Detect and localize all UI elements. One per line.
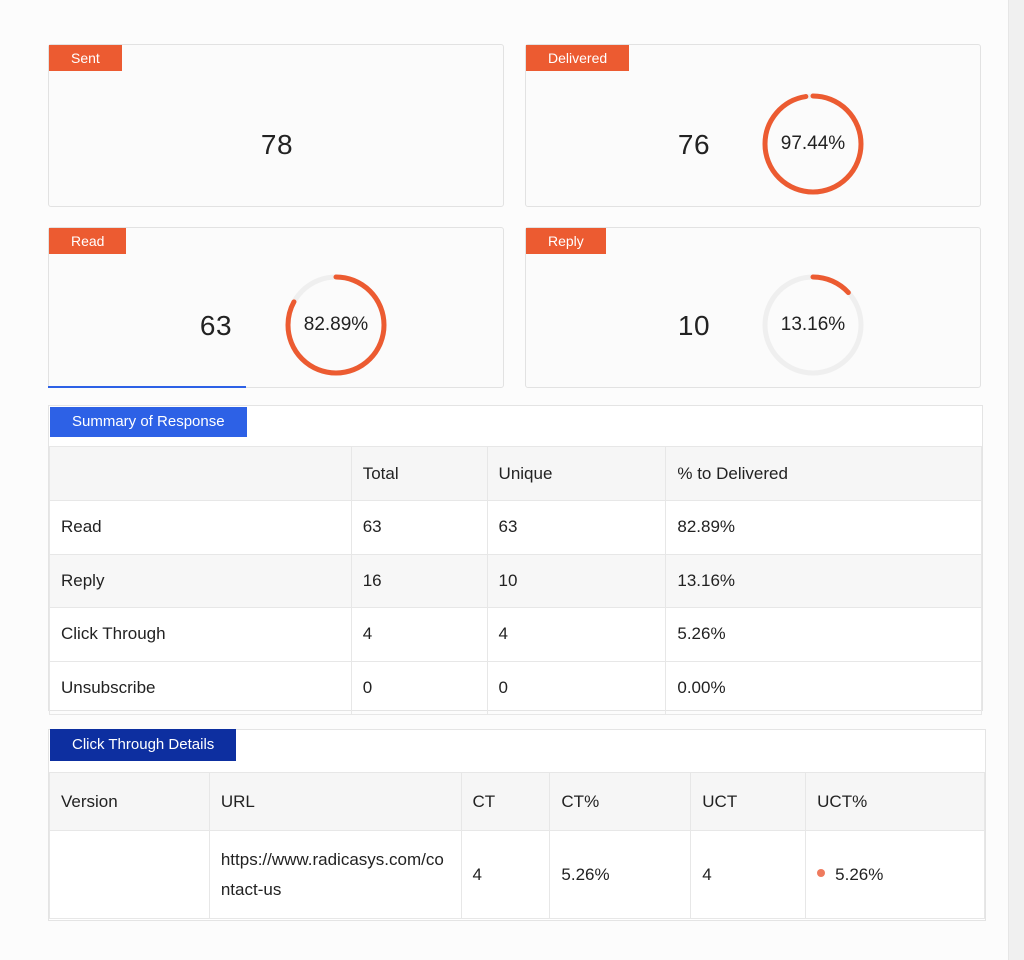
summary-title: Summary of Response	[50, 407, 247, 437]
table-cell: 5.26%	[549, 830, 692, 919]
table-row: https://www.radicasys.com/contact-us 4 5…	[49, 830, 985, 919]
click-through-header-cell: UCT%	[805, 772, 985, 831]
summary-header-cell: % to Delivered	[665, 446, 982, 501]
table-cell: Click Through	[49, 607, 352, 662]
url-cell: https://www.radicasys.com/contact-us	[208, 830, 462, 919]
table-cell: Reply	[49, 553, 352, 608]
status-dot-icon	[817, 869, 826, 878]
click-through-header-cell: URL	[208, 772, 462, 831]
sent-tag: Sent	[49, 45, 122, 71]
delivered-count: 76	[677, 129, 711, 160]
read-percent: 82.89%	[303, 314, 369, 335]
table-row: Reply 16 10 13.16%	[49, 553, 982, 608]
read-ring-gauge: 82.89%	[284, 273, 388, 377]
sent-card: Sent 78	[48, 44, 504, 207]
reply-tag: Reply	[526, 228, 606, 254]
reply-ring-gauge: 13.16%	[761, 273, 865, 377]
table-cell: 0	[486, 660, 667, 715]
table-cell: 13.16%	[665, 553, 982, 608]
click-through-header-cell: UCT	[690, 772, 807, 831]
sent-count: 78	[260, 129, 294, 160]
table-cell: 4	[690, 830, 807, 919]
uct-percent-cell: 5.26%	[805, 830, 985, 919]
click-through-section: Click Through Details Version URL CT CT%…	[48, 729, 986, 921]
reply-card: Reply 10 13.16%	[525, 227, 981, 388]
summary-header-cell	[49, 446, 352, 501]
delivered-tag: Delivered	[526, 45, 630, 71]
summary-header-cell: Unique	[486, 446, 667, 501]
click-through-header-cell: Version	[49, 772, 210, 831]
table-cell: Unsubscribe	[49, 660, 352, 715]
read-card-underline	[48, 386, 246, 388]
summary-header-row: Total Unique % to Delivered	[49, 446, 982, 501]
table-cell: 16	[350, 553, 488, 608]
summary-table: Total Unique % to Delivered Read 63 63 8…	[49, 446, 982, 715]
table-cell: 0.00%	[665, 660, 982, 715]
table-row: Click Through 4 4 5.26%	[49, 607, 982, 662]
table-cell	[49, 830, 210, 919]
scrollbar[interactable]	[1008, 0, 1024, 960]
click-through-title: Click Through Details	[50, 729, 237, 761]
reply-count: 10	[677, 310, 711, 341]
read-card: Read 63 82.89%	[48, 227, 504, 388]
read-count: 63	[199, 310, 233, 341]
delivered-percent: 97.44%	[780, 133, 846, 154]
click-through-table: Version URL CT CT% UCT UCT% https://www.…	[49, 772, 985, 919]
delivered-ring-arc	[762, 93, 864, 195]
table-cell: Read	[49, 500, 352, 555]
table-cell: 4	[486, 607, 667, 662]
click-through-header-cell: CT%	[549, 772, 692, 831]
table-cell: 4	[350, 607, 488, 662]
delivered-card: Delivered 76 97.44%	[525, 44, 981, 207]
table-cell: 10	[486, 553, 667, 608]
read-ring-arc	[285, 274, 387, 376]
uct-percent-value: 5.26%	[835, 864, 884, 884]
reply-ring-arc	[762, 274, 864, 376]
read-tag: Read	[49, 228, 127, 254]
click-through-header-row: Version URL CT CT% UCT UCT%	[49, 772, 985, 831]
delivered-ring-gauge: 97.44%	[761, 92, 865, 196]
table-cell: 63	[350, 500, 488, 555]
summary-header-cell: Total	[350, 446, 488, 501]
table-cell: 63	[486, 500, 667, 555]
table-cell: 0	[350, 660, 488, 715]
table-row: Read 63 63 82.89%	[49, 500, 982, 555]
url-link[interactable]: https://www.radicasys.com/contact-us	[220, 849, 444, 899]
reply-percent: 13.16%	[780, 314, 846, 335]
table-cell: 5.26%	[665, 607, 982, 662]
table-cell: 82.89%	[665, 500, 982, 555]
table-row: Unsubscribe 0 0 0.00%	[49, 660, 982, 715]
table-cell: 4	[460, 830, 551, 919]
summary-section: Summary of Response Total Unique % to De…	[48, 405, 983, 715]
click-through-header-cell: CT	[460, 772, 551, 831]
